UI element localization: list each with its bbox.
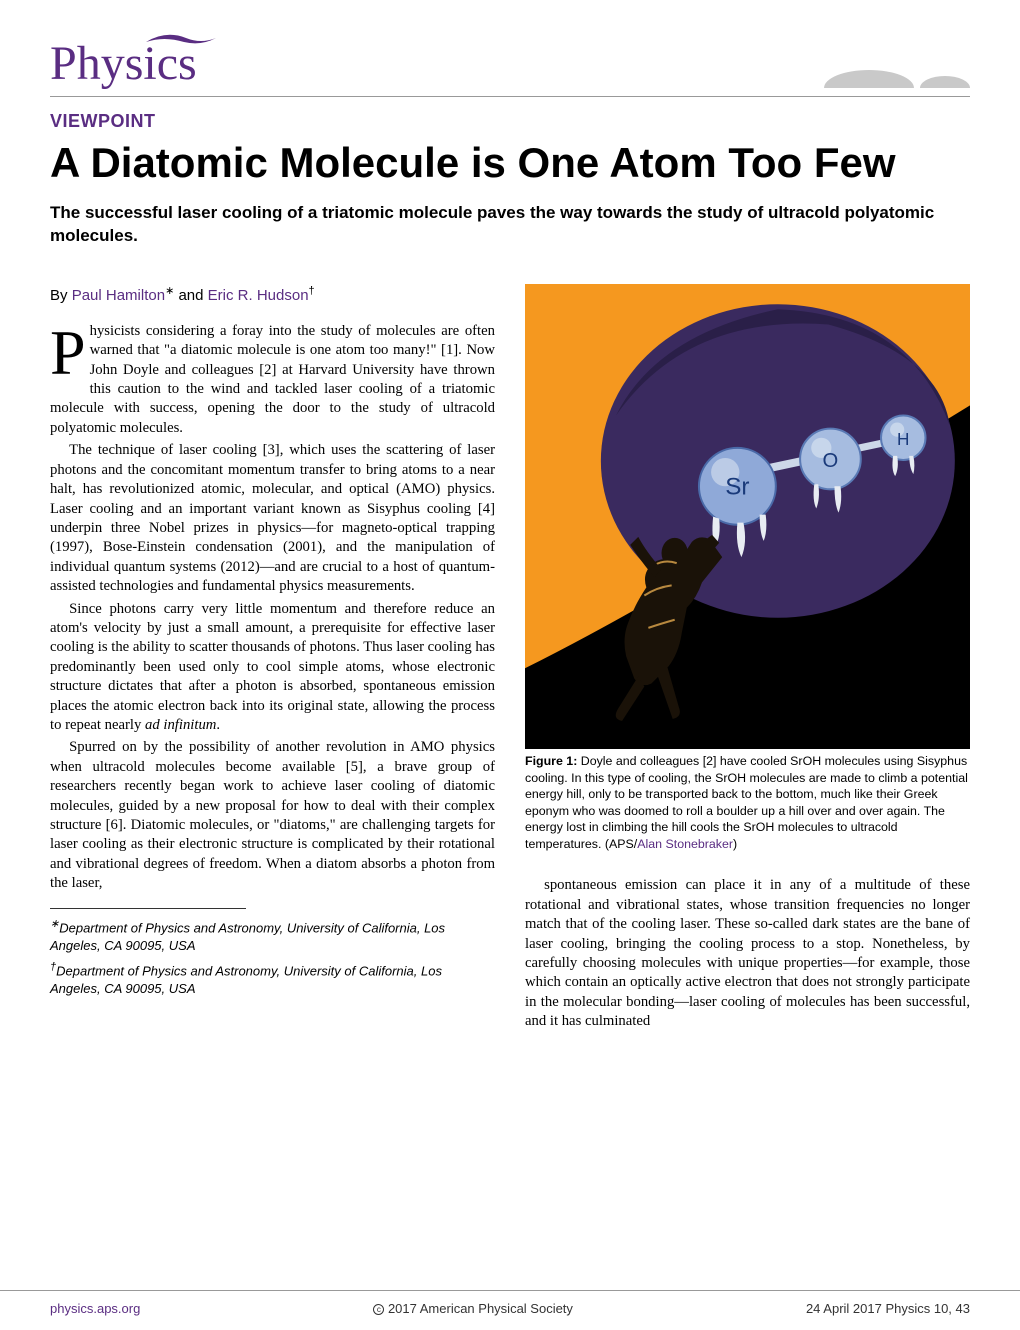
article-title: A Diatomic Molecule is One Atom Too Few: [50, 140, 970, 186]
author2-mark: †: [309, 285, 315, 297]
figure-1: Sr O H: [525, 284, 970, 749]
byline-sep: and: [174, 287, 207, 304]
figure-1-illustration: Sr O H: [525, 284, 970, 749]
caption-label: Figure 1:: [525, 754, 581, 768]
atom-h-label: H: [897, 429, 909, 449]
caption-body: Doyle and colleagues [2] have cooled SrO…: [525, 754, 968, 851]
caption-link[interactable]: Alan Stonebraker: [637, 837, 733, 851]
para-3a: Since photons carry very little momentum…: [50, 601, 495, 733]
logo-swoosh-icon: [146, 32, 216, 46]
para-1: Physicists considering a foray into the …: [50, 322, 495, 438]
para-3-italic: ad infinitum: [145, 717, 216, 733]
article-subtitle: The successful laser cooling of a triato…: [50, 202, 970, 248]
header-divider: [50, 96, 970, 97]
atom-sr-label: Sr: [725, 473, 749, 500]
footer-copyright: c 2017 American Physical Society: [373, 1301, 573, 1316]
para-1-body: hysicists considering a foray into the s…: [50, 323, 495, 436]
right-column: Sr O H: [525, 284, 970, 1034]
physics-logo: Physics: [50, 40, 197, 88]
affiliation-2: †Department of Physics and Astronomy, Un…: [50, 960, 495, 997]
header: Physics: [50, 40, 970, 88]
header-decoration: [824, 70, 970, 88]
author-link-1[interactable]: Paul Hamilton: [72, 287, 165, 304]
section-label: VIEWPOINT: [50, 111, 970, 132]
affil2-text: Department of Physics and Astronomy, Uni…: [50, 963, 442, 996]
left-column: By Paul Hamilton∗ and Eric R. Hudson† Ph…: [50, 284, 495, 1034]
para-2: The technique of laser cooling [3], whic…: [50, 441, 495, 596]
atom-o-label: O: [823, 450, 839, 472]
footer-url[interactable]: physics.aps.org: [50, 1301, 140, 1316]
author1-mark: ∗: [165, 285, 174, 297]
para-3b: .: [216, 717, 220, 733]
affiliation-1: ∗Department of Physics and Astronomy, Un…: [50, 917, 495, 954]
affil1-mark: ∗: [50, 918, 59, 930]
affiliation-divider: [50, 908, 246, 909]
affil1-text: Department of Physics and Astronomy, Uni…: [50, 920, 445, 953]
byline-prefix: By: [50, 287, 72, 304]
para-3: Since photons carry very little momentum…: [50, 600, 495, 736]
para-5: spontaneous emission can place it in any…: [525, 876, 970, 1031]
footer-citation: 24 April 2017 Physics 10, 43: [806, 1301, 970, 1316]
author-link-2[interactable]: Eric R. Hudson: [208, 287, 309, 304]
figure-1-caption: Figure 1: Doyle and colleagues [2] have …: [525, 753, 970, 852]
footer-center-text: 2017 American Physical Society: [384, 1301, 573, 1316]
dropcap: P: [50, 322, 90, 380]
caption-tail: ): [733, 837, 737, 851]
para-4: Spurred on by the possibility of another…: [50, 738, 495, 893]
byline: By Paul Hamilton∗ and Eric R. Hudson†: [50, 284, 495, 306]
footer: physics.aps.org c 2017 American Physical…: [0, 1290, 1020, 1330]
